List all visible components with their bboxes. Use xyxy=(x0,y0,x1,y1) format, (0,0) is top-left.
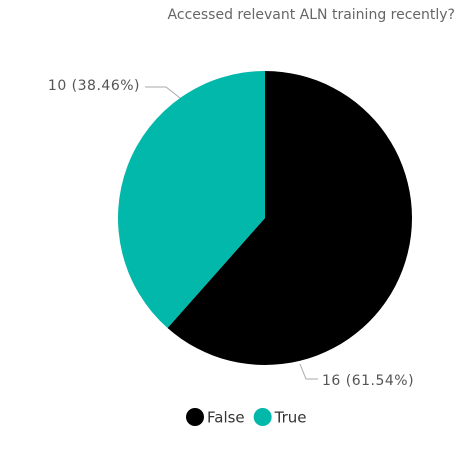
pie-slice xyxy=(167,71,412,365)
legend-marker xyxy=(253,408,272,426)
legend-marker xyxy=(186,408,204,426)
leader-line xyxy=(299,363,318,380)
chart-title: Accessed relevant ALN training recently? xyxy=(168,7,455,23)
pie-slice xyxy=(118,70,265,329)
leader-line xyxy=(145,86,181,99)
legend-label: True xyxy=(274,409,307,427)
legend-label: False xyxy=(207,409,245,427)
data-label: 10 (38.46%) xyxy=(48,78,140,94)
data-label: 16 (61.54%) xyxy=(322,373,414,389)
